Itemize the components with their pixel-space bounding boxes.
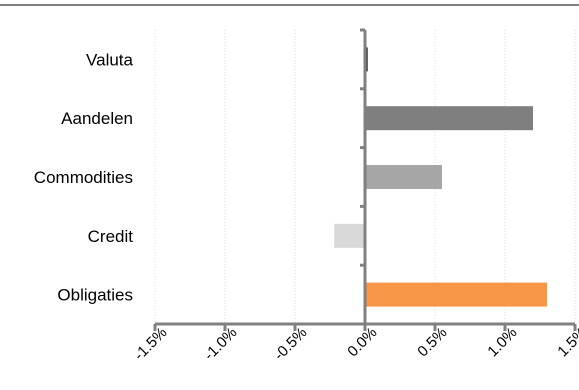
x-tick-label: 0.5% [414,324,450,360]
x-tick-label: -0.5% [271,324,311,364]
category-label-aandelen: Aandelen [61,109,133,128]
x-tick-label: 1.0% [484,324,520,360]
axes [153,28,577,331]
tick-labels: -1.5% -1.0% -0.5% 0.0% 0.5% 1.0% 1.5% [131,324,579,364]
x-tick-label: 1.5% [554,324,579,360]
category-label-obligaties: Obligaties [57,286,133,305]
category-labels: Valuta Aandelen Commodities Credit Obligatie… [34,50,134,304]
x-tick-label: -1.5% [131,324,171,364]
bar-aandelen [365,106,533,131]
x-tick-label: 0.0% [344,324,380,360]
category-label-commodities: Commodities [34,168,133,187]
category-label-valuta: Valuta [86,50,133,69]
bar-credit [334,223,365,248]
x-tick-label: -1.0% [201,324,241,364]
category-label-credit: Credit [88,227,134,246]
bar-commodities [365,165,442,189]
bar-obligaties [365,282,547,307]
